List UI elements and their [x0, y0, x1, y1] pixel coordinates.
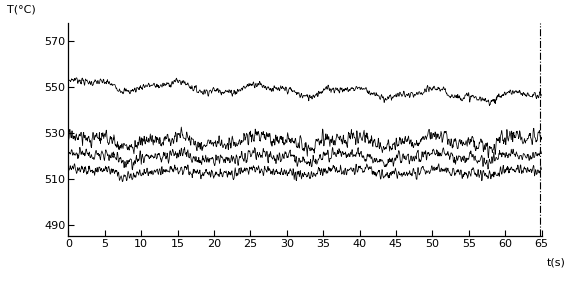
- Y-axis label: T(°C): T(°C): [7, 5, 35, 14]
- X-axis label: t(s): t(s): [546, 257, 565, 268]
